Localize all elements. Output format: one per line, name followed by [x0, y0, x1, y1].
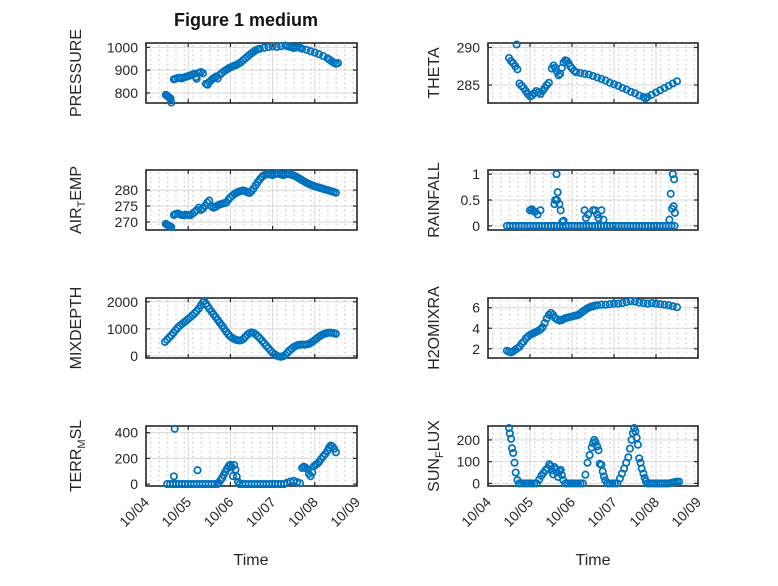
ylabel-subscript: T: [76, 200, 89, 208]
ylabel-terr-msl: TERRMSL: [68, 420, 88, 492]
series-terr-msl: [163, 424, 340, 489]
ylabel-text: RAINFALL: [425, 162, 443, 238]
plot-box: [145, 169, 358, 231]
major-grid: [146, 426, 357, 486]
tick-marks: [145, 170, 358, 230]
ylabel-text: EMP: [67, 165, 85, 201]
series-h2omixra: [502, 297, 682, 357]
ytick-label: 200: [457, 432, 481, 448]
subplot-rainfall: 00.51: [461, 166, 699, 234]
ylabel-subscript: F: [434, 451, 447, 459]
ylabel-mixdepth: MIXDEPTH: [68, 287, 88, 370]
subplot-pressure: 800 900 1000: [107, 39, 358, 107]
xtick-label: 10/08: [285, 494, 321, 530]
plot-box: [487, 425, 699, 487]
ytick-label: 0: [130, 348, 138, 364]
minor-grid: [148, 172, 355, 228]
ylabel-text: H2OMIXRA: [425, 286, 443, 370]
xtick-label: 10/05: [158, 494, 194, 530]
ylabel-air-temp: AIRTEMP: [68, 166, 88, 234]
xtick-label: 10/09: [327, 494, 363, 530]
subplot-terr-msl: 0 200 400 10/04 10/05 10/06 10/07 10/08 10/09: [115, 424, 364, 530]
xtick-label: 10/07: [243, 494, 279, 530]
tick-marks: [487, 43, 699, 103]
xtick-label: 10/09: [668, 494, 704, 530]
ytick-label: 0: [130, 476, 138, 492]
ylabel-text: SUN: [425, 458, 443, 492]
xaxis-label-left: Time: [233, 552, 269, 569]
plot-box: [145, 42, 358, 104]
series-sun-flux: [504, 423, 684, 488]
subplot-sun-flux: 0 100 200 10/04 10/05 10/06 10/07 10/08 10/09: [457, 423, 704, 530]
xtick-label: 10/08: [626, 494, 662, 530]
tick-marks: [487, 298, 699, 358]
ytick-label: 0.5: [461, 192, 481, 208]
ylabel-text: SL: [67, 419, 85, 440]
ytick-label: 4: [472, 320, 480, 336]
series-rainfall: [502, 170, 679, 230]
ytick-label: 2000: [107, 294, 138, 310]
ytick-label: 6: [472, 300, 480, 316]
ytick-label: 0: [472, 475, 480, 491]
ytick-label: 900: [115, 62, 139, 78]
ytick-label: 0: [472, 218, 480, 234]
ylabel-theta: THETA: [426, 47, 446, 98]
xtick-label: 10/05: [500, 494, 536, 530]
series-theta: [504, 40, 682, 103]
subplot-h2omixra: 2 4 6: [472, 297, 699, 359]
xtick-label: 10/04: [458, 494, 494, 530]
ylabel-text: THETA: [425, 47, 443, 99]
ylabel-h2omixra: H2OMIXRA: [426, 286, 446, 370]
ylabel-text: PRESSURE: [67, 28, 85, 118]
series-air-temp: [161, 169, 340, 232]
figure-title: Figure 1 medium: [173, 10, 319, 30]
series-pressure: [161, 41, 343, 107]
tick-marks: [145, 298, 358, 358]
ytick-label: 100: [457, 454, 481, 470]
xtick-label: 10/06: [200, 494, 236, 530]
ylabel-text: LUX: [425, 420, 443, 452]
ylabel-rainfall: RAINFALL: [426, 162, 446, 238]
subplot-theta: 285 290: [457, 40, 699, 104]
xaxis-label-right: Time: [575, 552, 611, 569]
ytick-label: 275: [115, 198, 139, 214]
ytick-label: 800: [115, 85, 139, 101]
xtick-label: 10/06: [542, 494, 578, 530]
ytick-label: 270: [115, 214, 139, 230]
ytick-label: 2: [472, 341, 480, 357]
ytick-label: 1: [472, 166, 480, 182]
ylabel-text: AIR: [67, 207, 85, 235]
ytick-label: 1000: [107, 39, 138, 55]
ylabel-subscript: M: [76, 439, 89, 449]
ylabel-sun-flux: SUNFLUX: [426, 420, 446, 492]
ytick-label: 280: [115, 182, 139, 198]
ylabel-pressure: PRESSURE: [68, 29, 88, 117]
ylabel-text: MIXDEPTH: [67, 286, 85, 370]
subplot-mixdepth: 0 1000 2000: [107, 294, 358, 364]
xtick-label: 10/07: [584, 494, 620, 530]
ylabel-text: TERR: [67, 448, 85, 493]
ytick-label: 285: [457, 77, 481, 93]
series-mixdepth: [160, 296, 340, 361]
ytick-label: 400: [115, 425, 139, 441]
ytick-label: 290: [457, 40, 481, 56]
tick-marks: [145, 43, 358, 103]
plot-box: [487, 42, 699, 104]
ytick-label: 1000: [107, 321, 138, 337]
xtick-label: 10/04: [116, 494, 152, 530]
plot-box: [145, 297, 358, 359]
ytick-label: 200: [115, 450, 139, 466]
